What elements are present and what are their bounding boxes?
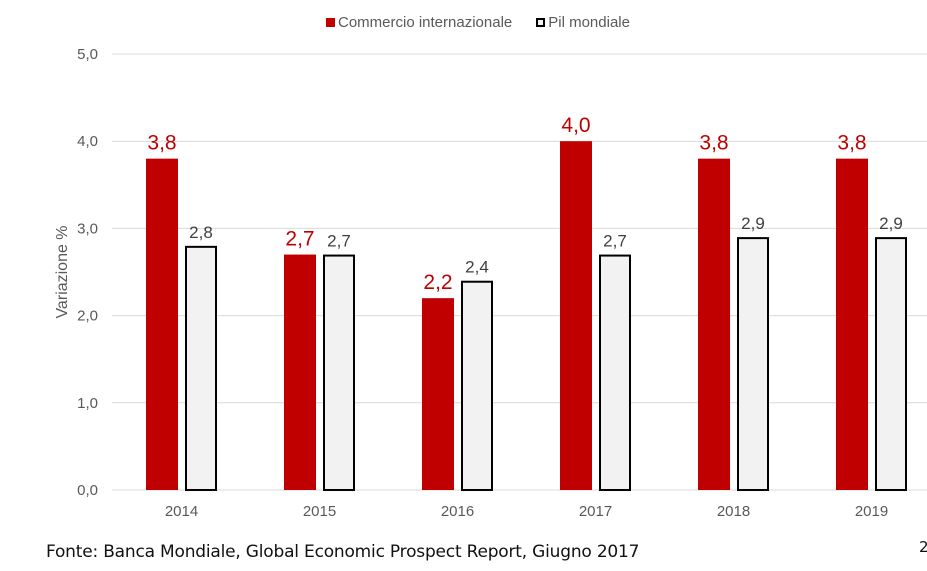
data-label-pil: 2,4 bbox=[465, 258, 489, 277]
data-label-commercio: 4,0 bbox=[561, 114, 590, 137]
x-axis-ticks: 2014 2015 2016 2017 2018 2019 bbox=[165, 503, 888, 520]
legend-label-commercio: Commercio internazionale bbox=[338, 14, 513, 31]
y-axis-ticks: 0,0 1,0 2,0 3,0 4,0 5,0 bbox=[77, 46, 98, 499]
x-tick-label: 2017 bbox=[579, 503, 612, 520]
bars bbox=[146, 141, 907, 491]
bar-pil bbox=[737, 237, 769, 491]
x-tick-label: 2014 bbox=[165, 503, 198, 520]
x-tick-label: 2019 bbox=[855, 503, 888, 520]
bar-commercio bbox=[284, 254, 316, 490]
data-label-pil: 2,8 bbox=[189, 223, 213, 242]
bar-commercio bbox=[422, 298, 454, 490]
bar-commercio bbox=[560, 141, 592, 490]
y-tick-label: 5,0 bbox=[77, 46, 98, 63]
legend: Commercio internazionale Pil mondiale bbox=[326, 14, 654, 31]
legend-item-pil: Pil mondiale bbox=[536, 14, 630, 31]
bar-pil bbox=[599, 254, 631, 491]
legend-swatch-pil bbox=[536, 18, 546, 27]
bar-pil bbox=[875, 237, 907, 491]
data-label-commercio: 2,7 bbox=[285, 228, 314, 251]
legend-label-pil: Pil mondiale bbox=[548, 14, 630, 31]
y-axis-label: Variazione % bbox=[54, 225, 71, 318]
bar-pil bbox=[323, 254, 355, 491]
data-label-commercio: 3,8 bbox=[837, 132, 866, 155]
data-label-commercio: 3,8 bbox=[147, 132, 176, 155]
data-label-pil: 2,7 bbox=[327, 232, 351, 251]
bar-pil bbox=[185, 245, 217, 491]
data-label-commercio: 2,2 bbox=[423, 271, 452, 294]
bar-commercio bbox=[146, 158, 178, 490]
bar-commercio bbox=[698, 158, 730, 490]
y-tick-label: 4,0 bbox=[77, 133, 98, 150]
data-labels: 3,8 2,8 2,7 2,7 2,2 2,4 4,0 2,7 3,8 2,9 3,8 2,9 bbox=[147, 114, 902, 294]
legend-item-commercio: Commercio internazionale bbox=[326, 14, 512, 31]
bar-commercio bbox=[836, 158, 868, 490]
x-tick-label: 2016 bbox=[441, 503, 474, 520]
y-tick-label: 0,0 bbox=[77, 482, 98, 499]
gridlines bbox=[112, 53, 927, 491]
data-label-pil: 2,9 bbox=[741, 214, 765, 233]
page-number: 2 bbox=[919, 538, 927, 556]
y-tick-label: 1,0 bbox=[77, 395, 98, 412]
data-label-pil: 2,7 bbox=[603, 232, 627, 251]
y-tick-label: 2,0 bbox=[77, 308, 98, 325]
data-label-pil: 2,9 bbox=[879, 214, 903, 233]
source-note: Fonte: Banca Mondiale, Global Economic P… bbox=[46, 542, 640, 562]
data-label-commercio: 3,8 bbox=[699, 132, 728, 155]
x-tick-label: 2018 bbox=[717, 503, 750, 520]
x-tick-label: 2015 bbox=[303, 503, 336, 520]
legend-swatch-commercio bbox=[326, 18, 335, 27]
y-tick-label: 3,0 bbox=[77, 220, 98, 237]
bar-pil bbox=[461, 280, 493, 491]
